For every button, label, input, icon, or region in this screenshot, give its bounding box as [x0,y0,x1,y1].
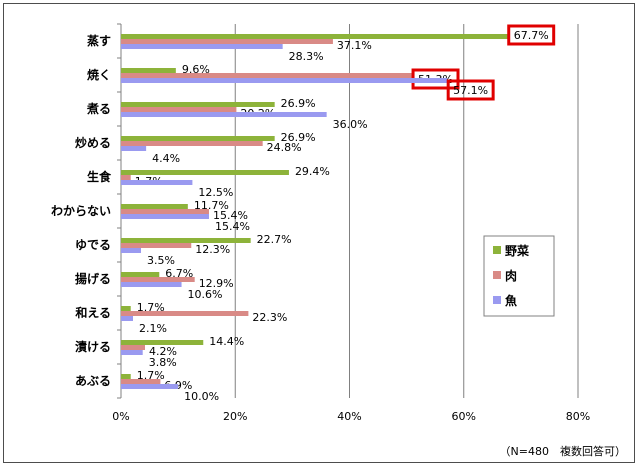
value-label: 28.3% [289,50,324,63]
value-label: 22.3% [252,311,287,324]
value-label: 11.7% [194,199,229,212]
value-label: 6.7% [165,267,193,280]
bar-肉 [121,243,192,248]
category-label: わからない [51,204,111,218]
legend-label: 野菜 [505,243,529,258]
bar-肉 [121,311,249,316]
legend-swatch [493,271,501,279]
value-label: 24.8% [267,141,302,154]
bar-野菜 [121,68,176,73]
bar-肉 [121,379,161,384]
value-label: 4.2% [149,345,177,358]
x-tick-label: 40% [337,410,361,423]
bar-魚 [121,282,182,287]
value-label: 3.8% [149,356,177,369]
bar-魚 [121,316,133,321]
category-label: 蒸す [87,33,111,48]
bar-野菜 [121,374,131,379]
bar-魚 [121,78,448,83]
x-tick-label: 0% [112,410,129,423]
legend-swatch [493,296,501,304]
x-tick-label: 80% [566,410,590,423]
bar-肉 [121,209,209,214]
category-label: 焼く [87,67,111,82]
bar-肉 [121,39,333,44]
legend-label: 肉 [505,268,517,283]
category-label: あぶる [75,374,111,388]
bar-野菜 [121,102,275,107]
value-label: 1.7% [137,369,165,382]
bar-肉 [121,345,145,350]
category-label: 揚げる [75,271,111,286]
value-label: 2.1% [139,322,167,335]
highlight-box [446,79,495,101]
sample-note: （N=480 複数回答可） [500,444,626,458]
category-label: 漬ける [75,339,111,354]
bar-chart: 0% 20% 40% 60% 80% 蒸す焼く煮る炒める生食わからないゆでる揚げる和える漬… [51,23,626,458]
bar-野菜 [121,238,251,243]
category-label: 和える [74,305,111,320]
value-label: 22.7% [257,233,292,246]
bar-野菜 [121,306,131,311]
value-label: 10.0% [184,390,219,403]
value-label: 9.6% [182,63,210,76]
value-label: 29.4% [295,165,330,178]
bar-野菜 [121,204,188,209]
value-label: 3.5% [147,254,175,267]
bar-肉 [121,175,131,180]
value-label: 12.9% [199,277,234,290]
bar-野菜 [121,34,508,39]
legend-label: 魚 [505,293,517,308]
bar-魚 [121,112,327,117]
category-label: 生食 [87,169,112,184]
bar-魚 [121,146,147,151]
category-label: 炒める [75,136,111,150]
bar-肉 [121,141,263,146]
value-label: 12.3% [195,243,230,256]
value-label: 26.9% [281,97,316,110]
value-label: 4.4% [152,152,180,165]
bar-魚 [121,214,209,219]
category-label: 煮る [86,101,111,116]
value-label: 12.5% [198,186,233,199]
bar-魚 [121,248,141,253]
value-label: 37.1% [337,39,372,52]
bar-肉 [121,73,415,78]
highlight-box [507,24,556,46]
value-label: 1.7% [137,301,165,314]
value-label: 67.7% [514,29,549,42]
bar-魚 [121,44,283,49]
value-label: 26.9% [281,131,316,144]
bar-野菜 [121,136,275,141]
value-label: 14.4% [209,335,244,348]
bar-野菜 [121,272,160,277]
bar-野菜 [121,170,289,175]
legend-swatch [493,246,501,254]
bar-野菜 [121,340,204,345]
bar-魚 [121,384,179,389]
value-label: 15.4% [215,220,250,233]
bar-魚 [121,180,193,185]
value-label: 57.1% [453,84,488,97]
bar-肉 [121,107,237,112]
x-tick-label: 20% [223,410,247,423]
value-label: 36.0% [333,118,368,131]
x-tick-label: 60% [452,410,476,423]
chart-frame: 0% 20% 40% 60% 80% 蒸す焼く煮る炒める生食わからないゆでる揚げる和える漬… [3,3,635,463]
value-label: 10.6% [188,288,223,301]
bar-肉 [121,277,195,282]
bar-魚 [121,350,143,355]
category-label: ゆでる [75,238,111,252]
value-label: 15.4% [213,209,248,222]
